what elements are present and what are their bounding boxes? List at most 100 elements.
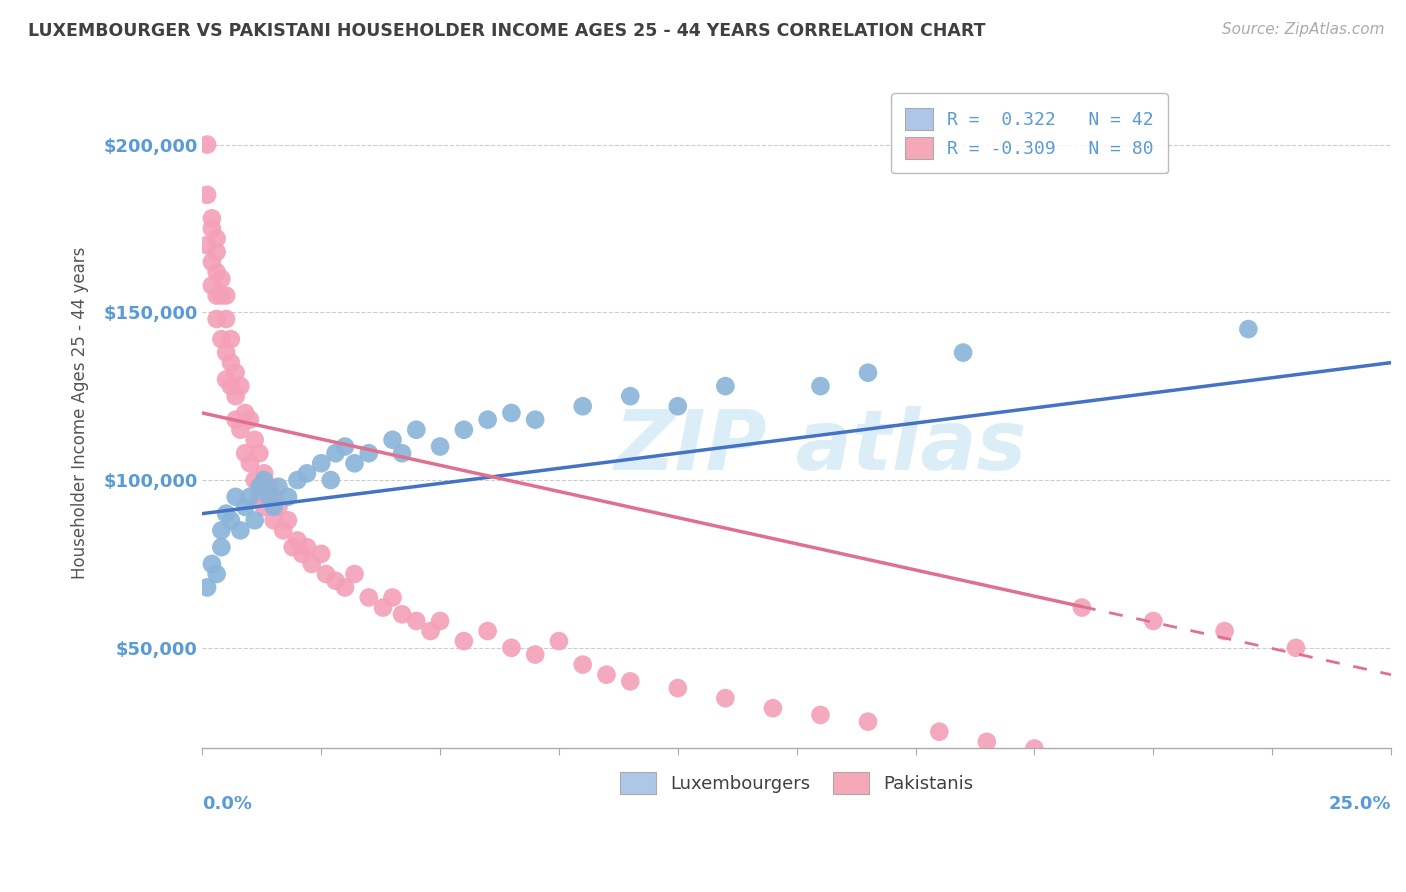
Point — [249, 446, 271, 460]
Point — [595, 667, 617, 681]
Point — [856, 714, 879, 729]
Text: ZIP atlas: ZIP atlas — [614, 406, 1026, 487]
Point — [195, 137, 218, 152]
Text: 0.0%: 0.0% — [202, 796, 252, 814]
Point — [1071, 600, 1094, 615]
Point — [1142, 614, 1164, 628]
Point — [810, 707, 832, 722]
Point — [267, 500, 290, 514]
Point — [405, 614, 427, 628]
Point — [333, 440, 356, 454]
Point — [619, 389, 641, 403]
Point — [219, 513, 242, 527]
Point — [253, 473, 276, 487]
Point — [243, 473, 266, 487]
Point — [229, 524, 252, 538]
Point — [263, 500, 285, 514]
Point — [205, 288, 228, 302]
Point — [976, 735, 998, 749]
Point — [714, 691, 737, 706]
Point — [267, 480, 290, 494]
Point — [357, 591, 380, 605]
Point — [524, 412, 547, 426]
Point — [928, 724, 950, 739]
Point — [1024, 741, 1046, 756]
Point — [209, 288, 232, 302]
Point — [619, 674, 641, 689]
Point — [325, 574, 347, 588]
Point — [239, 412, 262, 426]
Point — [429, 440, 451, 454]
Y-axis label: Householder Income Ages 25 - 44 years: Householder Income Ages 25 - 44 years — [72, 247, 89, 579]
Point — [243, 433, 266, 447]
Point — [205, 244, 228, 259]
Point — [201, 211, 224, 226]
Point — [215, 288, 238, 302]
Point — [201, 278, 224, 293]
Point — [233, 446, 256, 460]
Point — [215, 507, 238, 521]
Point — [548, 634, 571, 648]
Text: Source: ZipAtlas.com: Source: ZipAtlas.com — [1222, 22, 1385, 37]
Point — [209, 524, 232, 538]
Point — [1213, 624, 1236, 638]
Point — [810, 379, 832, 393]
Point — [209, 272, 232, 286]
Point — [453, 634, 475, 648]
Point — [263, 490, 285, 504]
Point — [195, 581, 218, 595]
Point — [501, 640, 523, 655]
Point — [229, 379, 252, 393]
Point — [571, 657, 593, 672]
Point — [201, 221, 224, 235]
Text: LUXEMBOURGER VS PAKISTANI HOUSEHOLDER INCOME AGES 25 - 44 YEARS CORRELATION CHAR: LUXEMBOURGER VS PAKISTANI HOUSEHOLDER IN… — [28, 22, 986, 40]
Point — [209, 332, 232, 346]
Point — [381, 591, 404, 605]
Point — [233, 406, 256, 420]
Point — [952, 345, 974, 359]
Point — [205, 567, 228, 582]
Point — [219, 332, 242, 346]
Point — [209, 540, 232, 554]
Point — [1237, 322, 1260, 336]
Point — [201, 255, 224, 269]
Point — [225, 412, 247, 426]
Point — [571, 399, 593, 413]
Point — [215, 372, 238, 386]
Point — [263, 513, 285, 527]
Point — [257, 480, 280, 494]
Point — [201, 557, 224, 571]
Point — [243, 513, 266, 527]
Point — [429, 614, 451, 628]
Point — [1285, 640, 1308, 655]
Point — [239, 456, 262, 470]
Point — [195, 187, 218, 202]
Point — [343, 567, 366, 582]
Point — [281, 540, 304, 554]
Point — [205, 312, 228, 326]
Point — [405, 423, 427, 437]
Point — [391, 446, 413, 460]
Point — [229, 423, 252, 437]
Point — [453, 423, 475, 437]
Point — [219, 379, 242, 393]
Point — [295, 540, 318, 554]
Point — [195, 238, 218, 252]
Point — [762, 701, 785, 715]
Point — [205, 265, 228, 279]
Point — [315, 567, 337, 582]
Point — [277, 490, 299, 504]
Point — [309, 456, 332, 470]
Point — [253, 500, 276, 514]
Text: 25.0%: 25.0% — [1329, 796, 1391, 814]
Point — [856, 366, 879, 380]
Point — [714, 379, 737, 393]
Point — [371, 600, 394, 615]
Point — [205, 231, 228, 245]
Point — [249, 490, 271, 504]
Point — [225, 366, 247, 380]
Point — [271, 524, 294, 538]
Point — [253, 467, 276, 481]
Point — [319, 473, 342, 487]
Point — [501, 406, 523, 420]
